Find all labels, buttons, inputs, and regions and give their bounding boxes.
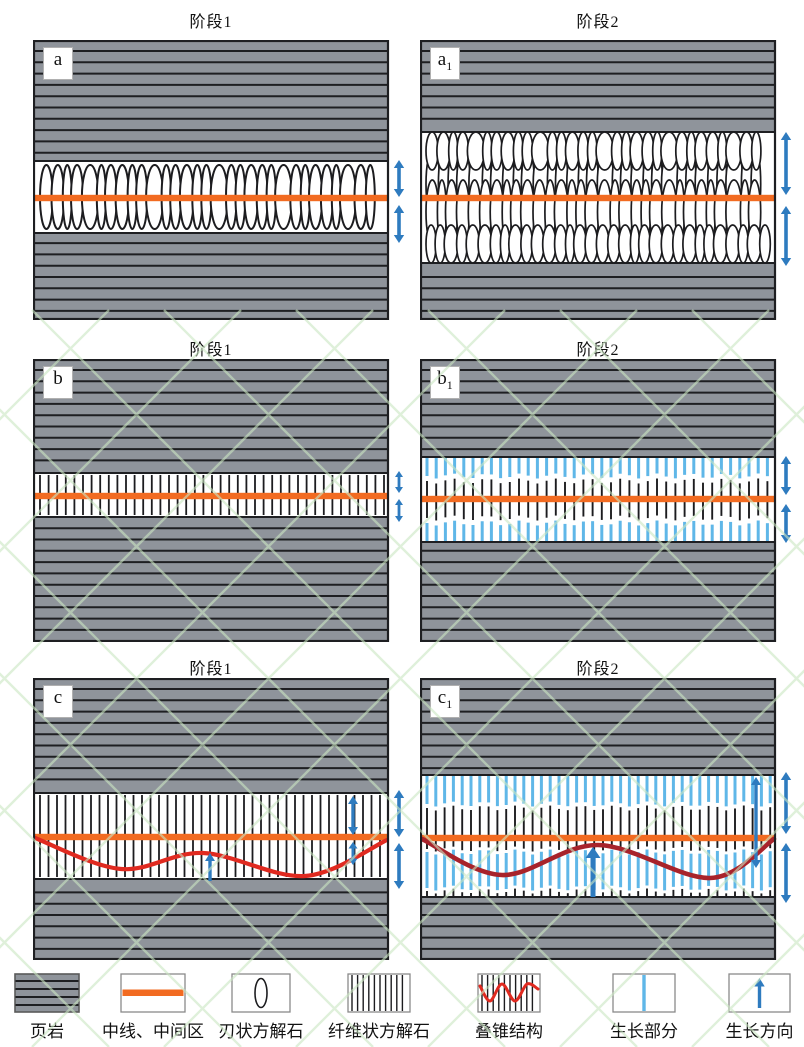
growth-direction-arrow-swatch: [728, 973, 791, 1013]
legend-label: 生长部分: [610, 1022, 678, 1041]
growth-direction-arrows-outer: [780, 772, 792, 903]
legend-label: 纤维状方解石: [328, 1022, 430, 1041]
median-line-swatch: [120, 973, 186, 1013]
stage-title: 阶段2: [576, 661, 620, 678]
median-line: [35, 492, 387, 500]
panel-c1: c1: [420, 678, 798, 960]
median-line: [35, 194, 387, 202]
legend-label: 刃状方解石: [218, 1022, 304, 1041]
panel-label-b: b: [43, 366, 73, 399]
legend-item-growth-part: 生长部分: [610, 973, 678, 1041]
legend-label: 叠锥结构: [475, 1022, 543, 1041]
stage-title: 阶段1: [189, 342, 233, 359]
panel-b1: b1: [420, 359, 798, 642]
legend-item-blade-calcite: 刃状方解石: [219, 973, 304, 1041]
growth-direction-arrows-outer: [393, 160, 405, 243]
legend-item-fibrous-calcite: 纤维状方解石: [328, 973, 430, 1041]
median-line: [422, 194, 774, 202]
growth-direction-arrows-outer: [395, 471, 403, 522]
panel-a1-figure: [420, 40, 792, 320]
stage-title: 阶段2: [576, 342, 620, 359]
panel-label-a1: a1: [430, 47, 460, 80]
panel-c-figure: [33, 678, 405, 960]
panel-a: a: [33, 40, 411, 320]
growth-direction-arrows-outer: [393, 790, 405, 889]
panel-b1-figure: [420, 359, 792, 642]
median-line: [35, 833, 387, 841]
panel-label-c: c: [43, 685, 73, 718]
cone-in-cone-swatch: [477, 973, 541, 1013]
legend-label: 页岩: [30, 1022, 64, 1041]
growth-part-swatch: [612, 973, 676, 1013]
legend-label: 中线、中间区: [102, 1022, 204, 1041]
legend-item-shale: 页岩: [14, 973, 80, 1041]
shale-bedding-lines: [35, 50, 387, 312]
stage-title: 阶段1: [189, 14, 233, 31]
panel-a1: a1: [420, 40, 798, 320]
panel-c1-figure: [420, 678, 792, 960]
panel-c: c: [33, 678, 411, 960]
growth-direction-arrows-outer: [780, 456, 792, 543]
growth-direction-arrows-outer: [780, 132, 792, 266]
panel-label-b1: b1: [430, 366, 460, 399]
stage-title: 阶段2: [576, 14, 620, 31]
blade-calcite-swatch: [231, 973, 291, 1013]
panel-a-figure: [33, 40, 405, 320]
median-line: [422, 834, 774, 842]
panel-b-figure: [33, 359, 403, 642]
stage-title: 阶段1: [189, 661, 233, 678]
shale-swatch: [14, 973, 80, 1013]
median-line: [422, 495, 774, 503]
panel-label-c1: c1: [430, 685, 460, 718]
legend-label: 生长方向: [725, 1022, 794, 1041]
panel-label-a: a: [43, 47, 73, 80]
panel-b: b: [33, 359, 411, 642]
legend-item-growth-direction: 生长方向: [726, 973, 794, 1041]
fibrous-calcite-swatch: [347, 973, 411, 1013]
legend-item-cone-in-cone: 叠锥结构: [475, 973, 543, 1041]
legend-item-median-zone: 中线、中间区: [102, 973, 204, 1041]
